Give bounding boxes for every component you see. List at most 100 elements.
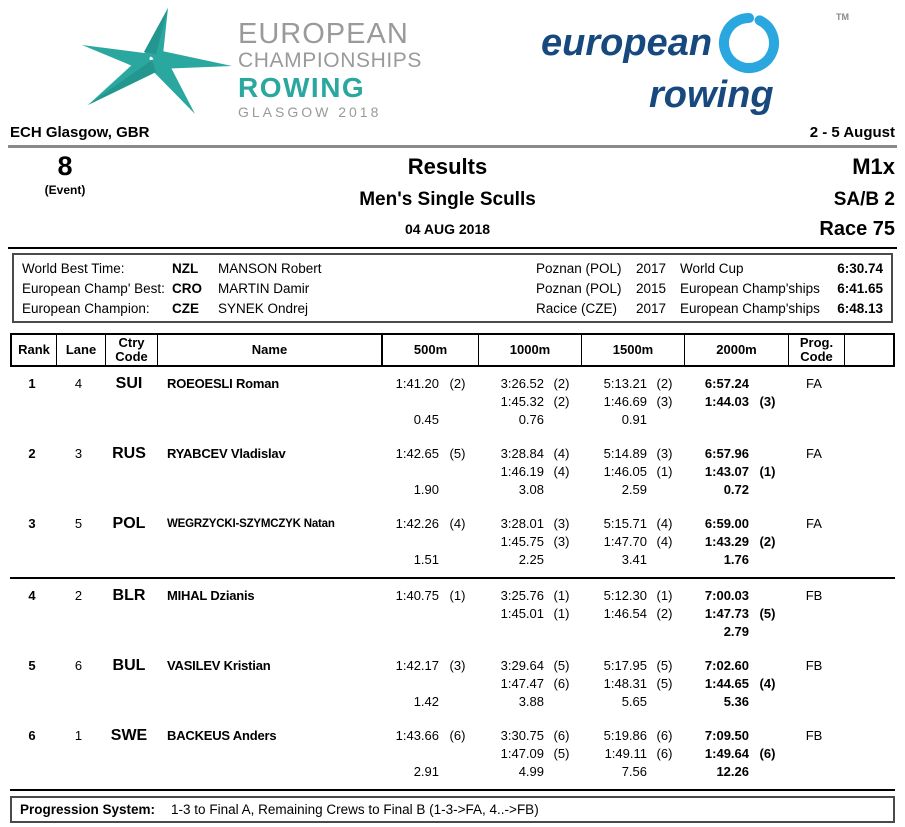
split-500m-time: 1:42.26 bbox=[395, 516, 439, 531]
delta bbox=[476, 623, 544, 641]
country-code: SWE bbox=[110, 727, 148, 744]
record-competition: European Champ'ships bbox=[680, 280, 820, 296]
lap-time bbox=[379, 675, 439, 693]
delta bbox=[379, 623, 439, 641]
lap-rank: (6) bbox=[553, 676, 570, 691]
event-name: Men's Single Sculls bbox=[359, 189, 536, 210]
lap-rank: (3) bbox=[656, 394, 673, 409]
record-time: 6:30.74 bbox=[837, 260, 883, 276]
athlete-name: WEGRZYCKI-SZYMCZYK Natan bbox=[167, 518, 335, 530]
lap-time: 1:49.64 bbox=[704, 746, 749, 761]
progression-code: FA bbox=[806, 376, 822, 391]
header-2000m: 2000m bbox=[684, 335, 788, 365]
logo-text-championships: CHAMPIONSHIPS bbox=[238, 49, 422, 72]
finish-time: 7:00.03 bbox=[704, 588, 749, 603]
split-500m-time: 1:43.66 bbox=[395, 728, 439, 743]
lap-time: 1:47.09 bbox=[500, 746, 544, 761]
lap-rank: (1) bbox=[759, 464, 776, 479]
athlete-name: MIHAL Dzianis bbox=[167, 588, 255, 603]
header-ctry-code: Ctry Code bbox=[105, 335, 157, 365]
finish-rank bbox=[749, 727, 786, 745]
lap-time bbox=[379, 463, 439, 481]
progression-label: Progression System: bbox=[20, 802, 156, 817]
records-box: World Best Time: NZL MANSON Robert Pozna… bbox=[12, 253, 893, 323]
championships-star-icon bbox=[82, 8, 232, 114]
split-1500m-time: 5:15.71 bbox=[603, 516, 647, 531]
lap-rank: (4) bbox=[759, 676, 776, 691]
lap-rank bbox=[439, 463, 476, 481]
lap-time: 1:46.19 bbox=[500, 464, 544, 479]
page-title: Results bbox=[407, 154, 488, 179]
logo-text-european-word: european bbox=[541, 22, 713, 64]
european-championships-logo: EUROPEAN CHAMPIONSHIPS ROWING GLASGOW 20… bbox=[82, 6, 422, 121]
round-code: SA/B 2 bbox=[833, 189, 895, 210]
progression-system-box: Progression System: 1-3 to Final A, Rema… bbox=[10, 796, 895, 823]
delta bbox=[579, 623, 647, 641]
header-1000m: 1000m bbox=[478, 335, 581, 365]
split-1500m-rank: (3) bbox=[656, 446, 673, 461]
lane: 6 bbox=[74, 658, 83, 673]
header-1500m: 1500m bbox=[581, 335, 684, 365]
lap-time: 1:48.31 bbox=[603, 676, 647, 691]
lap-rank: (1) bbox=[553, 606, 570, 621]
rank: 4 bbox=[28, 588, 36, 603]
european-rowing-logo: european rowing TM bbox=[541, 12, 871, 116]
rank: 3 bbox=[28, 516, 36, 531]
lap-rank: (1) bbox=[656, 464, 673, 479]
split-1500m-time: 5:12.30 bbox=[603, 588, 647, 603]
lap-time: 1:46.54 bbox=[603, 606, 647, 621]
record-label: World Best Time: bbox=[22, 260, 125, 276]
delta: 7.56 bbox=[621, 764, 647, 779]
lap-time: 1:43.07 bbox=[704, 464, 749, 479]
event-info: 8 (Event) Results Men's Single Sculls 04… bbox=[0, 148, 905, 242]
split-500m-time: 1:42.17 bbox=[395, 658, 439, 673]
logo-header: EUROPEAN CHAMPIONSHIPS ROWING GLASGOW 20… bbox=[0, 0, 905, 122]
event-number-label: (Event) bbox=[44, 183, 86, 197]
lap-time bbox=[379, 393, 439, 411]
finish-rank bbox=[749, 587, 786, 605]
record-year: 2015 bbox=[636, 280, 667, 296]
split-1000m-rank: (1) bbox=[553, 588, 570, 603]
lane: 1 bbox=[74, 728, 83, 743]
country-code: RUS bbox=[112, 445, 146, 462]
progression-code: FB bbox=[805, 658, 823, 673]
athlete-name: RYABCEV Vladislav bbox=[167, 446, 286, 461]
split-1500m-rank: (5) bbox=[656, 658, 673, 673]
header-empty-cell bbox=[844, 335, 893, 365]
lap-time: 1:45.01 bbox=[500, 606, 544, 621]
trademark-symbol: TM bbox=[836, 12, 849, 22]
split-1500m-rank: (6) bbox=[656, 728, 673, 743]
lap-time: 1:44.65 bbox=[704, 676, 749, 691]
split-1500m-rank: (4) bbox=[656, 516, 673, 531]
lap-time: 1:46.69 bbox=[603, 394, 647, 409]
lap-rank bbox=[439, 605, 476, 623]
logo-text-european: EUROPEAN bbox=[238, 18, 409, 50]
record-venue: Poznan (POL) bbox=[536, 260, 622, 276]
record-competition: European Champ'ships bbox=[680, 300, 820, 316]
progression-code: FA bbox=[806, 516, 822, 531]
rank: 2 bbox=[28, 446, 36, 461]
country-code: SUI bbox=[115, 375, 143, 392]
split-1000m-rank: (6) bbox=[553, 728, 570, 743]
finish-time: 6:57.96 bbox=[704, 446, 749, 461]
record-country: CZE bbox=[172, 300, 199, 316]
lap-rank: (4) bbox=[553, 464, 570, 479]
logo-text-rowing-word: rowing bbox=[649, 74, 774, 116]
results-table-body: 1 4 SUI ROEOESLI Roman 1:41.20 (2) 3:26.… bbox=[10, 367, 895, 791]
lap-time: 1:44.03 bbox=[704, 394, 749, 409]
result-row: 2 3 RUS RYABCEV Vladislav 1:42.65 (5) 3:… bbox=[10, 437, 895, 507]
record-holder: MANSON Robert bbox=[218, 260, 322, 276]
record-holder: SYNEK Ondrej bbox=[218, 300, 309, 316]
lap-rank: (2) bbox=[656, 606, 673, 621]
record-year: 2017 bbox=[636, 300, 667, 316]
finish-rank bbox=[749, 515, 786, 533]
split-1000m-time: 3:28.84 bbox=[500, 446, 544, 461]
record-time: 6:41.65 bbox=[837, 280, 883, 296]
split-1000m-rank: (4) bbox=[553, 446, 570, 461]
split-500m-time: 1:40.75 bbox=[395, 588, 439, 603]
progression-code: FB bbox=[805, 728, 823, 743]
delta bbox=[682, 411, 749, 429]
record-time: 6:48.13 bbox=[837, 300, 883, 316]
event-date: 04 AUG 2018 bbox=[404, 221, 491, 237]
record-year: 2017 bbox=[636, 260, 667, 276]
